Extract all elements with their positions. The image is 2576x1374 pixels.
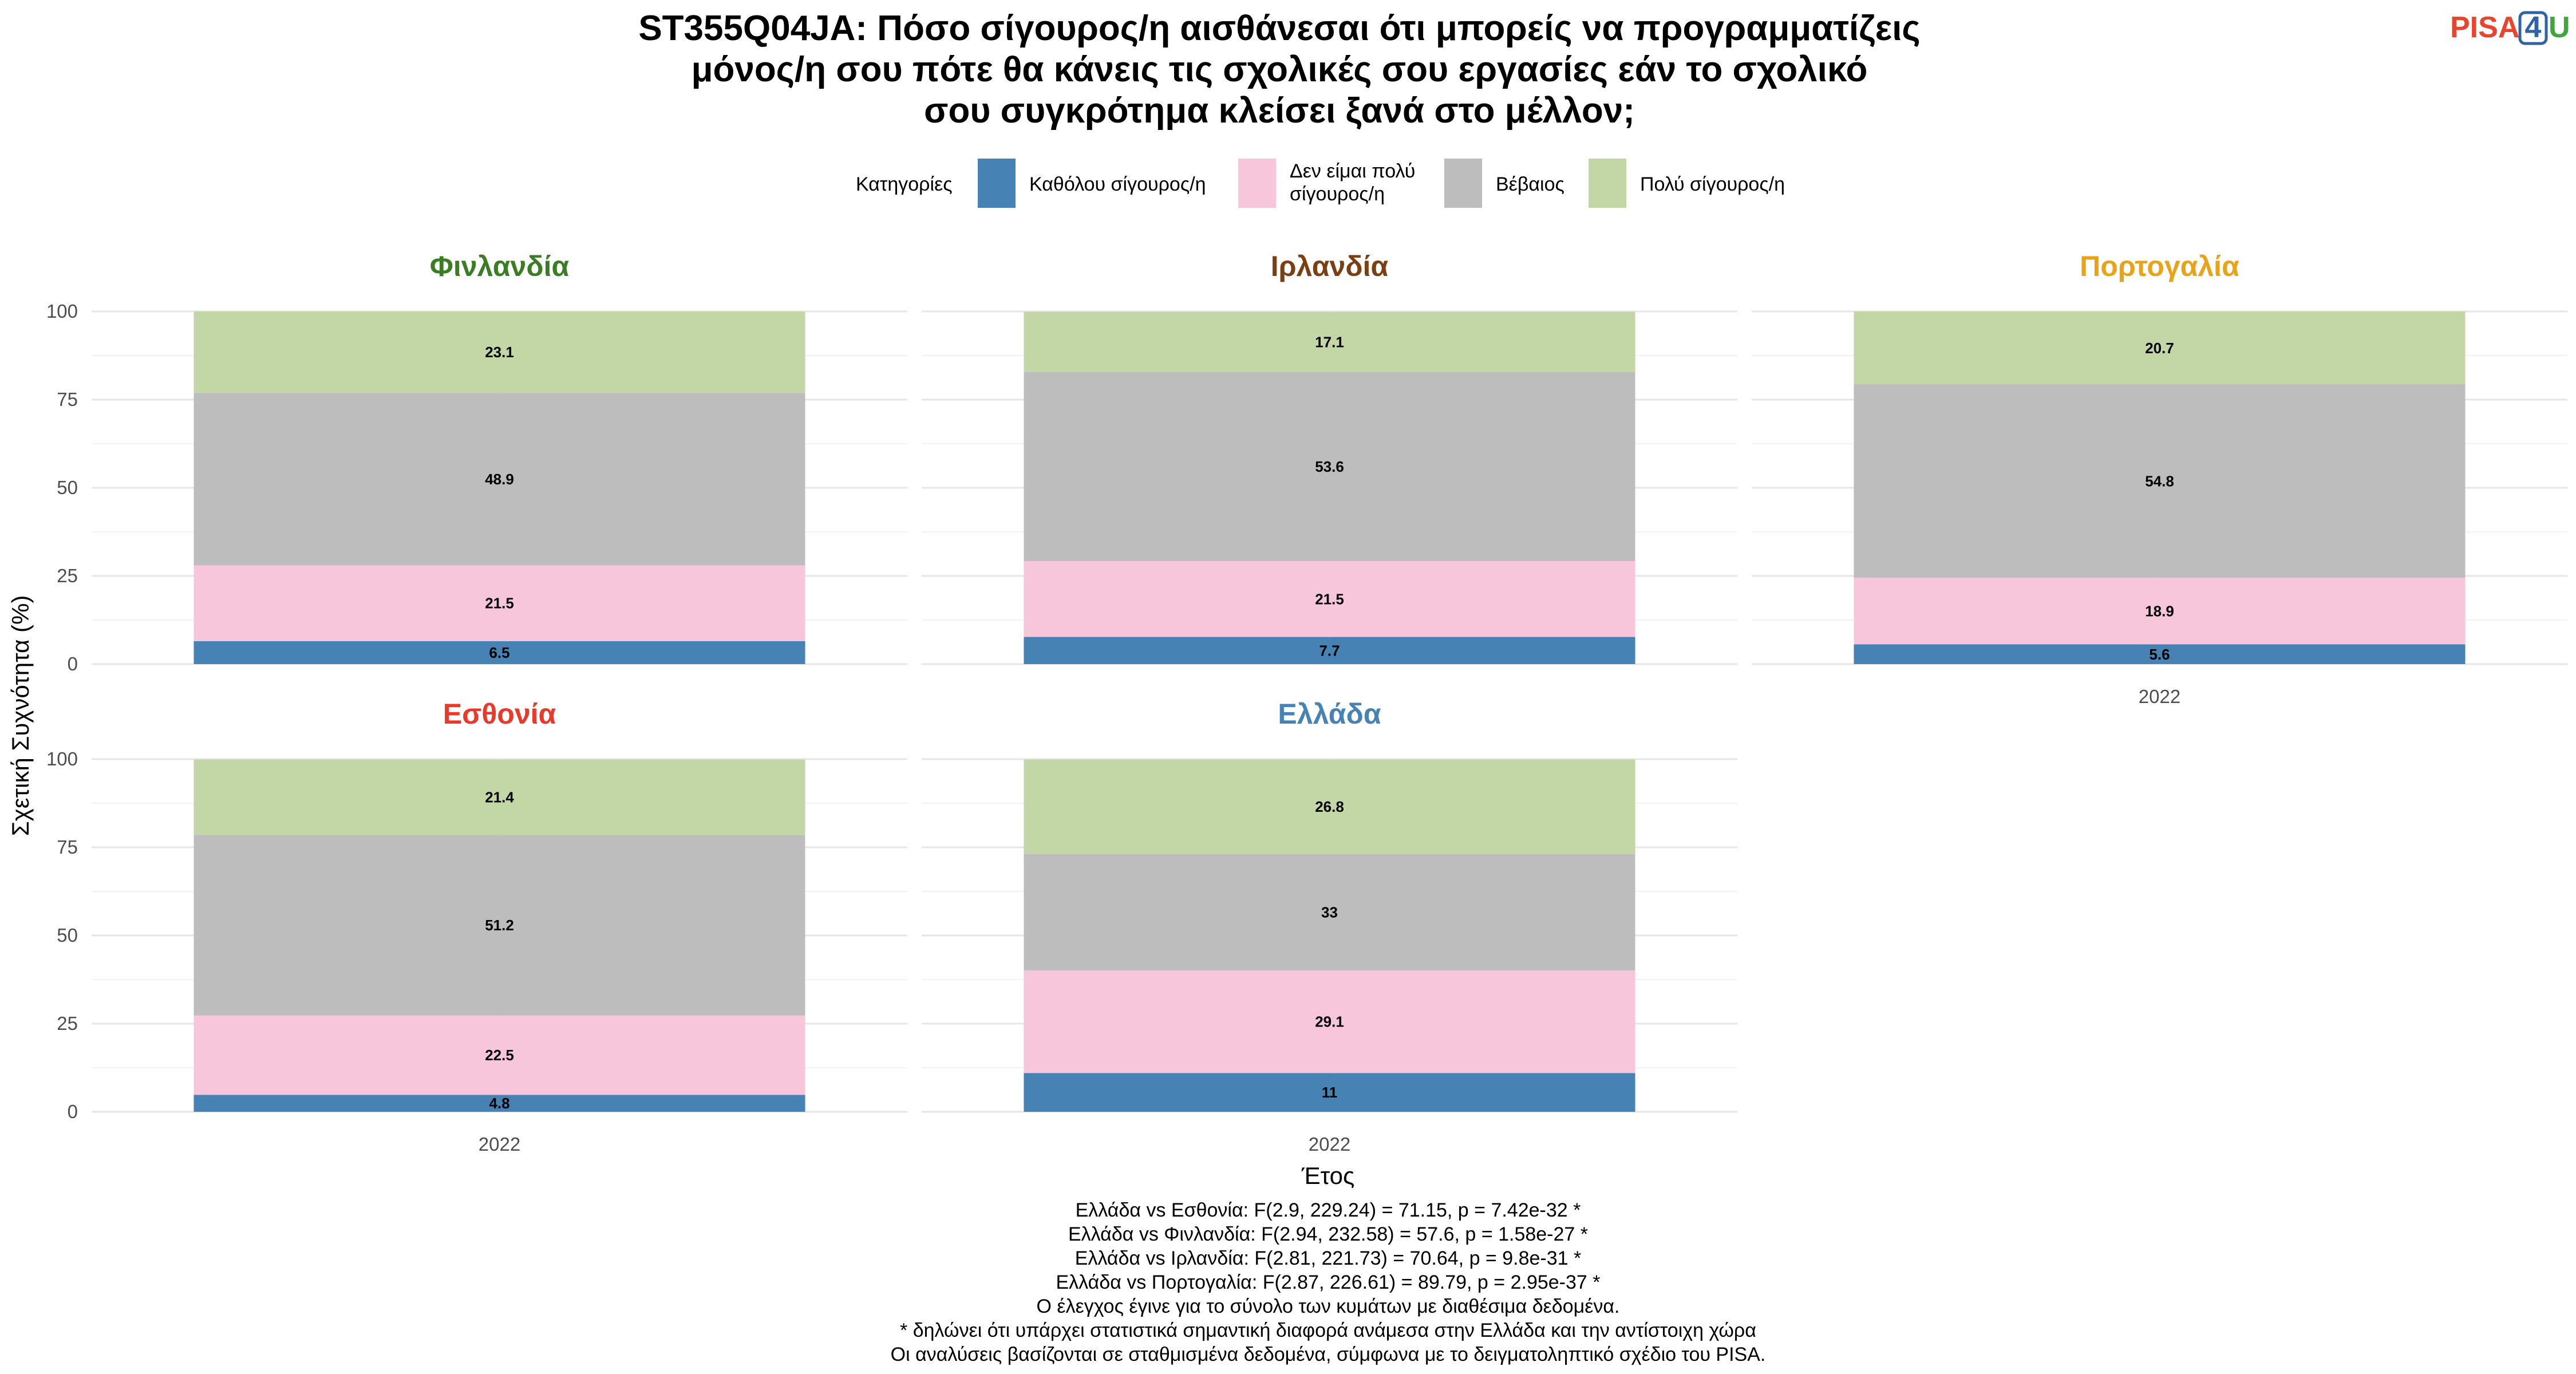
legend-label: Δεν είμαι πολύ [1290,160,1415,182]
legend-label: Καθόλου σίγουρος/η [1029,173,1206,195]
data-label: 7.7 [1319,642,1340,659]
bar-segment [1024,637,1635,664]
data-label: 18.9 [2145,602,2174,619]
footnote-line: * δηλώνει ότι υπάρχει στατιστικά σημαντι… [900,1320,1756,1341]
y-tick-label: 25 [57,1013,78,1034]
title-line: μόνος/η σου πότε θα κάνεις τις σχολικές … [692,50,1868,89]
y-axis-title: Σχετική Συχνότητα (%) [7,595,34,836]
logo-text-pisa: PISA [2450,11,2519,44]
bar-segment [1854,384,2466,578]
y-tick-label: 50 [57,925,78,946]
data-label: 22.5 [485,1047,514,1064]
bar-segment [1024,854,1635,970]
chart-panel: Πορτογαλία 5.6 18.9 54.8 20.7 2022 [1752,250,2567,707]
footnote-line: Ο έλεγχος έγινε για το σύνολο των κυμάτω… [1037,1296,1620,1317]
footnote-line: Ελλάδα vs Ιρλανδία: F(2.81, 221.73) = 70… [1075,1247,1581,1269]
y-tick-label: 75 [57,389,78,410]
data-label: 21.5 [1315,590,1344,607]
bar-segment [1024,759,1635,854]
data-label: 23.1 [485,344,514,361]
chart-panel: Ελλάδα 11 29.1 33 26.8 2022 [922,698,1737,1155]
data-label: 51.2 [485,917,514,934]
data-label: 4.8 [489,1095,509,1112]
title-line: ST355Q04JA: Πόσο σίγουρος/η αισθάνεσαι ό… [638,9,1920,48]
data-label: 54.8 [2145,472,2174,489]
panel-title: Ιρλανδία [1271,250,1389,282]
legend-label: Βέβαιος [1496,173,1564,195]
data-label: 17.1 [1315,333,1344,350]
bar-segment [193,565,805,641]
bar-segment [1024,311,1635,372]
data-label: 21.5 [485,595,514,612]
footnote-line: Ελλάδα vs Εσθονία: F(2.9, 229.24) = 71.1… [1076,1199,1581,1221]
data-label: 26.8 [1315,798,1344,815]
y-tick-label: 100 [46,748,78,769]
bar-segment [193,1015,805,1095]
bar-segment [193,311,805,393]
logo-box [2518,11,2548,45]
panel-title: Φινλανδία [430,250,570,282]
x-tick-label: 2022 [479,1134,520,1155]
x-tick-label: 2022 [2139,686,2180,707]
x-axis-title: Έτος [1301,1162,1355,1189]
bar-segment [1024,561,1635,637]
footnote-line: Ελλάδα vs Πορτογαλία: F(2.87, 226.61) = … [1056,1272,1601,1293]
legend-label: σίγουρος/η [1290,183,1385,205]
bar-segment [1854,578,2466,645]
title-line: σου συγκρότημα κλείσει ξανά στο μέλλον; [924,91,1635,131]
bar-segment [193,641,805,664]
data-label: 20.7 [2145,339,2174,357]
bar-segment [193,1095,805,1112]
bar-segment [1024,1073,1635,1112]
pisa4u-logo: PISA 4 U [2450,11,2570,45]
panel-title: Πορτογαλία [2080,250,2239,282]
data-label: 33 [1321,903,1338,921]
chart-panel: Ιρλανδία 7.7 21.5 53.6 17.1 [922,250,1737,665]
y-tick-label: 0 [68,1101,78,1122]
chart-panels: Φινλανδία 0 25 50 75 100 6.5 21.5 48.9 23.1 Ιρλανδ… [46,250,2567,1155]
y-tick-label: 25 [57,565,78,586]
data-label: 11 [1322,1084,1338,1101]
footnotes: Ελλάδα vs Εσθονία: F(2.9, 229.24) = 71.1… [891,1199,1766,1365]
y-tick-label: 100 [46,301,78,322]
legend-key [978,159,1016,208]
x-tick-label: 2022 [1309,1134,1350,1155]
bar-segment [193,393,805,566]
legend-title: Κατηγορίες [856,173,953,195]
bar-segment [193,835,805,1016]
chart-title: ST355Q04JA: Πόσο σίγουρος/η αισθάνεσαι ό… [638,9,1920,131]
chart-panel: Εσθονία 0 25 50 75 100 4.8 22.5 51.2 21.4 2022 [46,698,907,1155]
bar-segment [193,759,805,835]
y-tick-label: 50 [57,477,78,498]
logo-text-4: 4 [2525,11,2542,44]
legend-key [1444,159,1482,208]
bar-segment [1854,311,2466,385]
legend-label: Πολύ σίγουρος/η [1640,173,1785,195]
y-tick-label: 0 [68,653,78,674]
data-label: 21.4 [485,789,514,806]
legend: Κατηγορίες Καθόλου σίγουρος/η Δεν είμαι π… [856,159,1785,208]
data-label: 29.1 [1315,1013,1344,1030]
data-label: 5.6 [2149,646,2170,663]
footnote-line: Ελλάδα vs Φινλανδία: F(2.94, 232.58) = 5… [1068,1223,1588,1245]
bar-segment [1024,372,1635,562]
legend-key [1589,159,1626,208]
logo-text-u: U [2549,11,2570,44]
chart-panel: Φινλανδία 0 25 50 75 100 6.5 21.5 48.9 23.1 [46,250,907,674]
panel-title: Εσθονία [443,698,556,730]
data-label: 6.5 [489,644,509,661]
bar-segment [1854,644,2466,664]
y-tick-label: 75 [57,836,78,858]
legend-key [1238,159,1276,208]
bar-segment [1024,970,1635,1073]
panel-title: Ελλάδα [1278,698,1381,730]
footnote-line: Οι αναλύσεις βασίζονται σε σταθμισμένα δ… [891,1344,1766,1365]
data-label: 48.9 [485,471,514,488]
data-label: 53.6 [1315,458,1344,475]
